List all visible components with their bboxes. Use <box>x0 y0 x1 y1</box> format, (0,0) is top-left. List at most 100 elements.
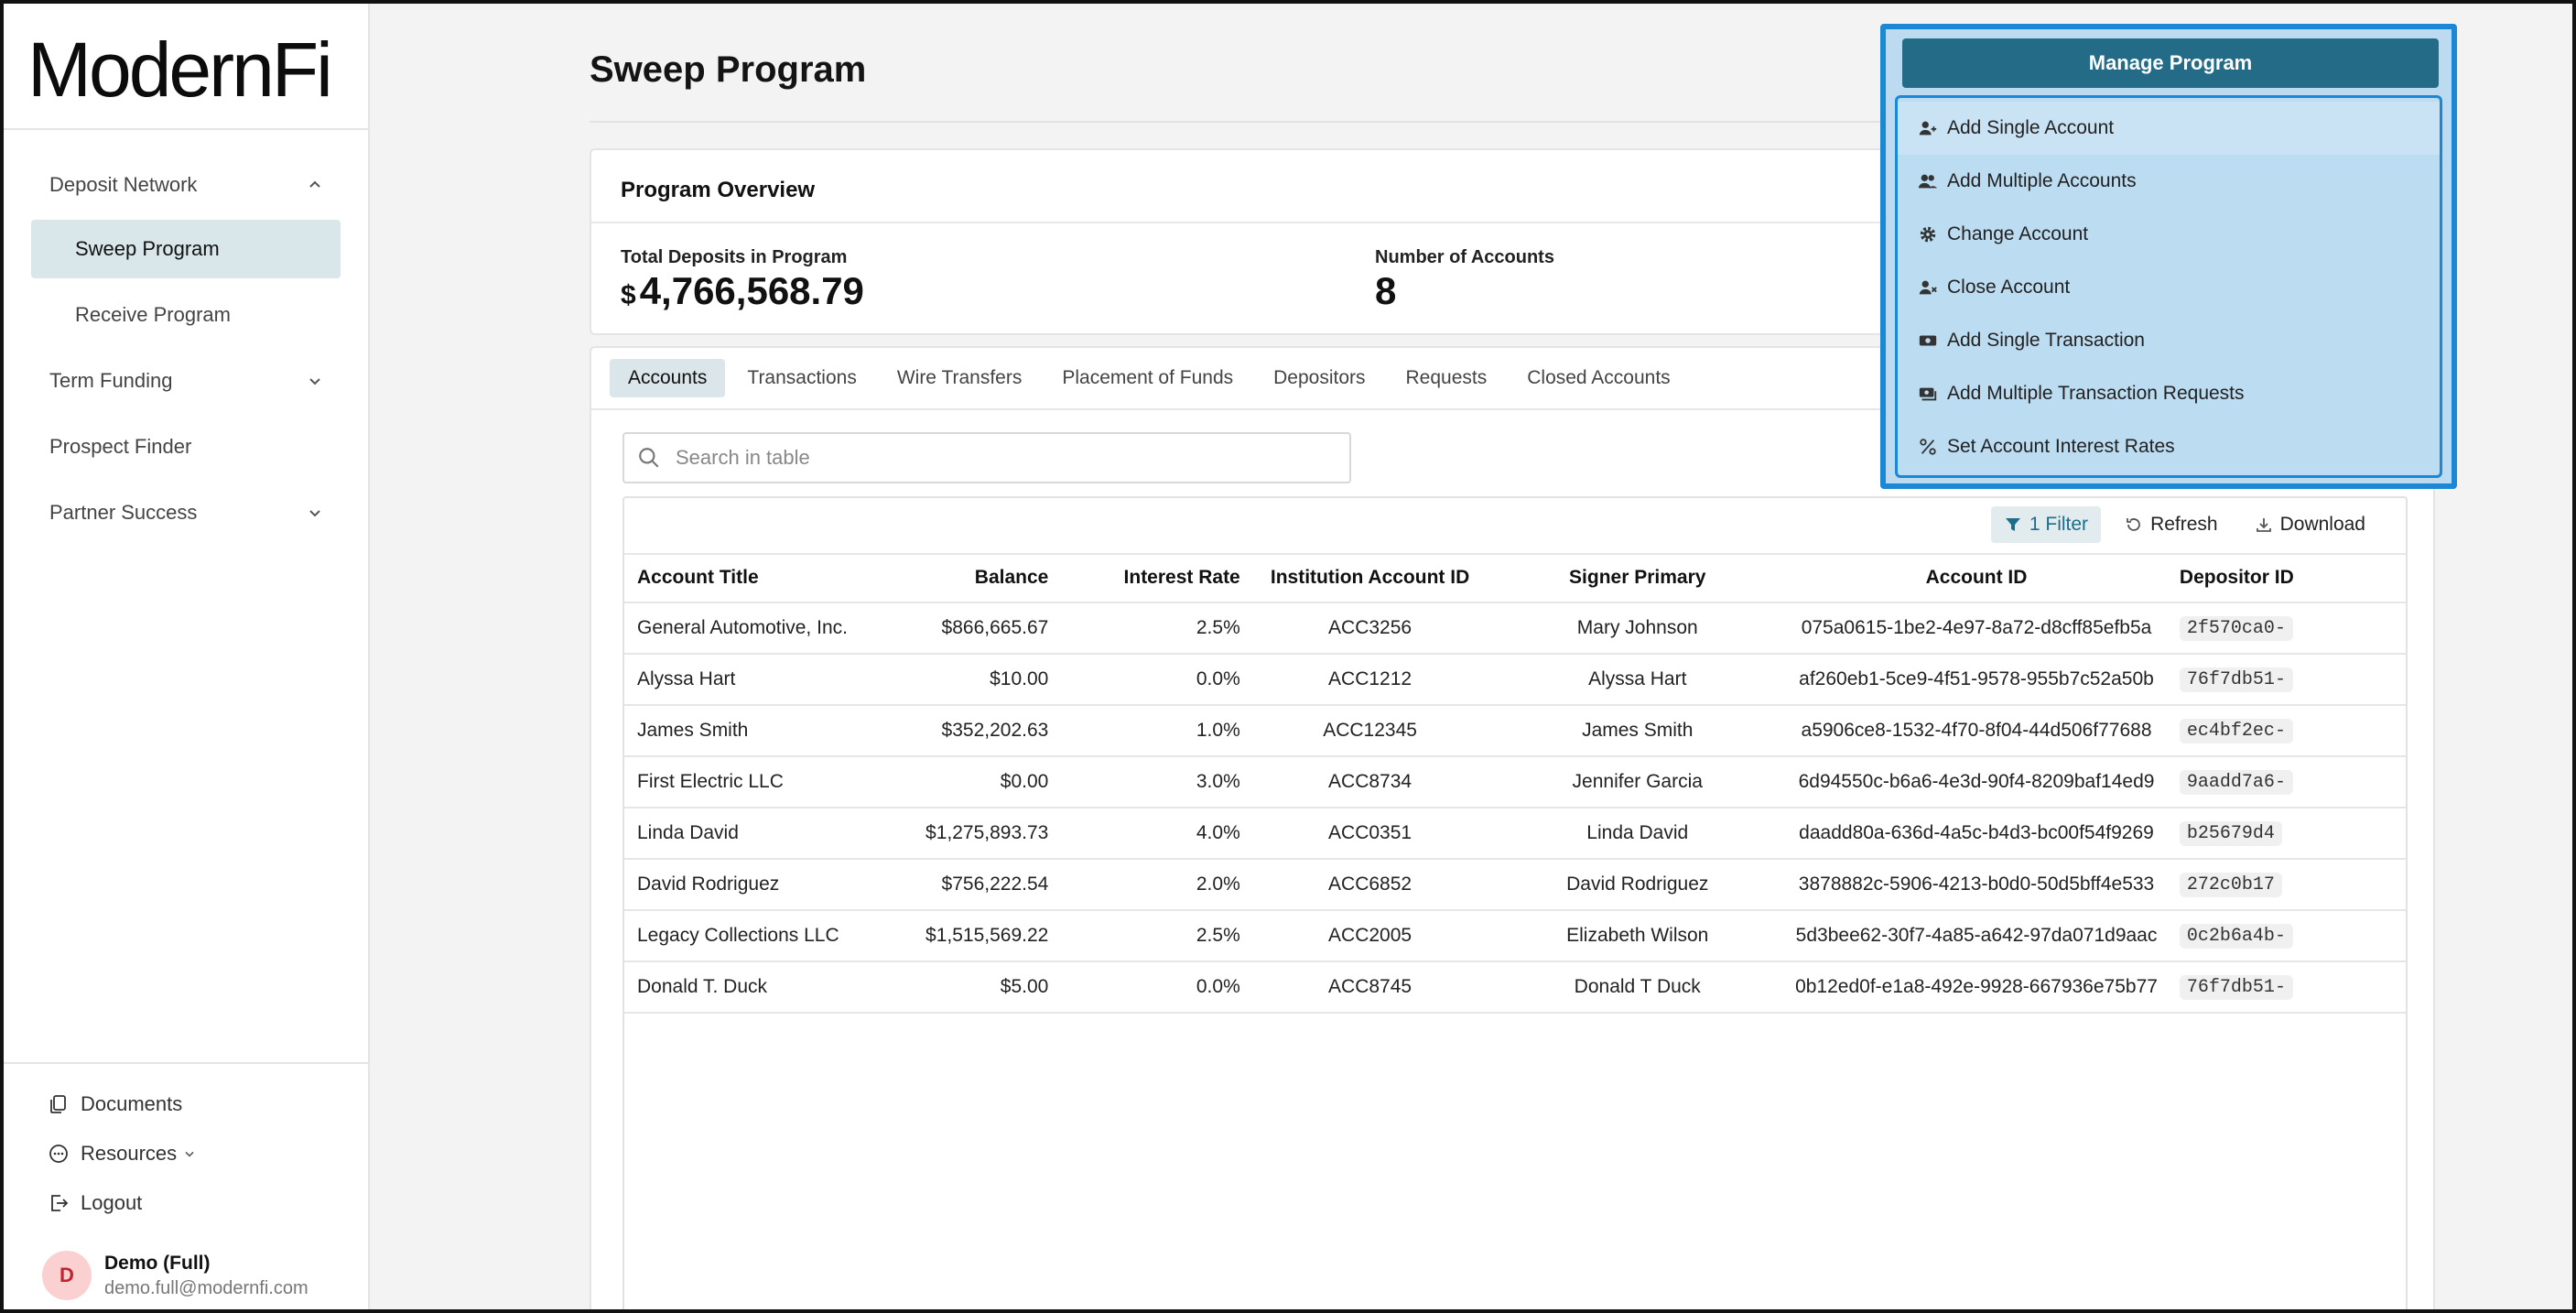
table-row[interactable]: General Automotive, Inc. $866,665.67 2.5… <box>624 602 2406 655</box>
cell-account-title: Legacy Collections LLC <box>624 910 892 962</box>
menu-item-change-account[interactable]: Change Account <box>1898 208 2440 261</box>
cell-interest-rate: 2.0% <box>1055 859 1250 911</box>
filter-button[interactable]: 1 Filter <box>1990 506 2102 543</box>
menu-item-label: Add Multiple Accounts <box>1947 170 2137 191</box>
cell-depositor-id: 9aadd7a6- <box>2168 756 2406 808</box>
cell-signer-primary: Donald T Duck <box>1490 961 1785 1014</box>
cell-account-title: James Smith <box>624 705 892 757</box>
tabs-divider <box>591 408 2433 410</box>
table-row[interactable]: Alyssa Hart $10.00 0.0% ACC1212 Alyssa H… <box>624 654 2406 706</box>
logout-link[interactable]: Logout <box>48 1185 142 1221</box>
search-input[interactable] <box>676 446 1335 470</box>
sidebar-item-sweep-program[interactable]: Sweep Program <box>31 220 341 278</box>
total-deposits-value: $4,766,568.79 <box>621 269 864 313</box>
col-signer-primary[interactable]: Signer Primary <box>1490 553 1785 603</box>
col-account-id[interactable]: Account ID <box>1784 553 2169 603</box>
cell-interest-rate: 0.0% <box>1055 961 1250 1014</box>
cell-account-title: Alyssa Hart <box>624 654 892 706</box>
chevron-down-icon <box>309 510 320 517</box>
refresh-button[interactable]: Refresh <box>2112 506 2231 543</box>
cell-balance: $1,515,569.22 <box>891 910 1056 962</box>
manage-program-button[interactable]: Manage Program <box>1902 38 2439 88</box>
page-title: Sweep Program <box>590 49 867 90</box>
menu-item-add-multiple-accounts[interactable]: Add Multiple Accounts <box>1898 155 2440 208</box>
col-balance[interactable]: Balance <box>891 553 1056 603</box>
table-row[interactable]: First Electric LLC $0.00 3.0% ACC8734 Je… <box>624 756 2406 808</box>
money-stack-icon <box>1919 387 1937 401</box>
menu-item-label: Set Account Interest Rates <box>1947 436 2175 457</box>
sidebar-item-receive-program[interactable]: Receive Program <box>31 286 341 344</box>
cell-institution-account-id: ACC6852 <box>1249 859 1491 911</box>
menu-item-add-multiple-transaction-requests[interactable]: Add Multiple Transaction Requests <box>1898 367 2440 420</box>
tab-depositors[interactable]: Depositors <box>1273 367 1366 388</box>
user-name: Demo (Full) <box>104 1253 211 1274</box>
table-row[interactable]: James Smith $352,202.63 1.0% ACC12345 Ja… <box>624 705 2406 757</box>
resources-label: Resources <box>81 1142 178 1165</box>
table-row[interactable]: Linda David $1,275,893.73 4.0% ACC0351 L… <box>624 808 2406 860</box>
sidebar-item-term-funding[interactable]: Term Funding <box>31 352 341 410</box>
sidebar-item-label: Prospect Finder <box>49 435 192 458</box>
title-divider <box>590 121 2435 123</box>
chevron-down-icon <box>185 1151 194 1157</box>
sidebar: ModernFi Deposit Network Sweep Program R… <box>4 4 370 1309</box>
user-x-icon <box>1919 280 1937 295</box>
cell-account-id: 0b12ed0f-e1a8-492e-9928-667936e75b77 <box>1784 961 2169 1014</box>
menu-item-add-single-account[interactable]: Add Single Account <box>1898 102 2440 155</box>
manage-program-menu: Add Single Account Add Multiple Accounts… <box>1895 95 2442 478</box>
avatar[interactable]: D <box>42 1251 92 1300</box>
tab-requests[interactable]: Requests <box>1405 367 1488 388</box>
download-label: Download <box>2279 514 2365 535</box>
cell-balance: $0.00 <box>891 756 1056 808</box>
logout-icon <box>51 1195 69 1211</box>
search-box <box>622 432 1351 483</box>
menu-item-close-account[interactable]: Close Account <box>1898 261 2440 314</box>
tab-wire-transfers[interactable]: Wire Transfers <box>896 367 1023 388</box>
resources-link[interactable]: Resources <box>48 1135 197 1172</box>
col-depositor-id[interactable]: Depositor ID <box>2168 553 2406 603</box>
refresh-label: Refresh <box>2150 514 2218 535</box>
cell-institution-account-id: ACC3256 <box>1249 602 1491 655</box>
cell-interest-rate: 3.0% <box>1055 756 1250 808</box>
menu-item-add-single-transaction[interactable]: Add Single Transaction <box>1898 314 2440 367</box>
sidebar-item-partner-success[interactable]: Partner Success <box>31 483 341 542</box>
cell-account-id: 5d3bee62-30f7-4a85-a642-97da071d9aac <box>1784 910 2169 962</box>
download-button[interactable]: Download <box>2242 506 2378 543</box>
filter-label: 1 Filter <box>2029 514 2089 535</box>
cell-balance: $756,222.54 <box>891 859 1056 911</box>
cell-account-title: First Electric LLC <box>624 756 892 808</box>
download-icon <box>2256 518 2271 532</box>
total-deposits-label: Total Deposits in Program <box>621 247 848 267</box>
depositor-id-chip: 76f7db51- <box>2179 974 2293 1000</box>
percent-icon <box>1920 439 1936 455</box>
cell-account-title: Donald T. Duck <box>624 961 892 1014</box>
col-interest-rate[interactable]: Interest Rate <box>1055 553 1250 603</box>
tab-placement-of-funds[interactable]: Placement of Funds <box>1062 367 1234 388</box>
cell-institution-account-id: ACC12345 <box>1249 705 1491 757</box>
cell-balance: $1,275,893.73 <box>891 808 1056 860</box>
tab-closed-accounts[interactable]: Closed Accounts <box>1527 367 1671 388</box>
tab-transactions[interactable]: Transactions <box>747 367 857 388</box>
menu-item-label: Close Account <box>1947 277 2071 298</box>
cell-account-title: David Rodriguez <box>624 859 892 911</box>
tab-accounts[interactable]: Accounts <box>610 359 726 397</box>
sidebar-item-prospect-finder[interactable]: Prospect Finder <box>31 418 341 476</box>
cell-interest-rate: 2.5% <box>1055 910 1250 962</box>
col-account-title[interactable]: Account Title <box>624 553 892 603</box>
cell-depositor-id: 76f7db51- <box>2168 654 2406 706</box>
table-row[interactable]: Legacy Collections LLC $1,515,569.22 2.5… <box>624 910 2406 962</box>
cell-depositor-id: 272c0b17 <box>2168 859 2406 911</box>
overview-title: Program Overview <box>621 178 816 202</box>
cell-balance: $352,202.63 <box>891 705 1056 757</box>
col-institution-account-id[interactable]: Institution Account ID <box>1249 553 1491 603</box>
accounts-data-table: Account Title Balance Interest Rate Inst… <box>624 553 2406 1014</box>
user-plus-icon <box>1919 121 1937 136</box>
table-row[interactable]: Donald T. Duck $5.00 0.0% ACC8745 Donald… <box>624 961 2406 1014</box>
menu-item-label: Change Account <box>1947 223 2089 244</box>
cell-institution-account-id: ACC0351 <box>1249 808 1491 860</box>
chevron-down-icon <box>309 378 320 385</box>
table-row[interactable]: David Rodriguez $756,222.54 2.0% ACC6852… <box>624 859 2406 911</box>
cell-depositor-id: 2f570ca0- <box>2168 602 2406 655</box>
menu-item-set-account-interest-rates[interactable]: Set Account Interest Rates <box>1898 420 2440 473</box>
sidebar-item-deposit-network[interactable]: Deposit Network <box>31 156 341 214</box>
documents-link[interactable]: Documents <box>48 1086 182 1123</box>
